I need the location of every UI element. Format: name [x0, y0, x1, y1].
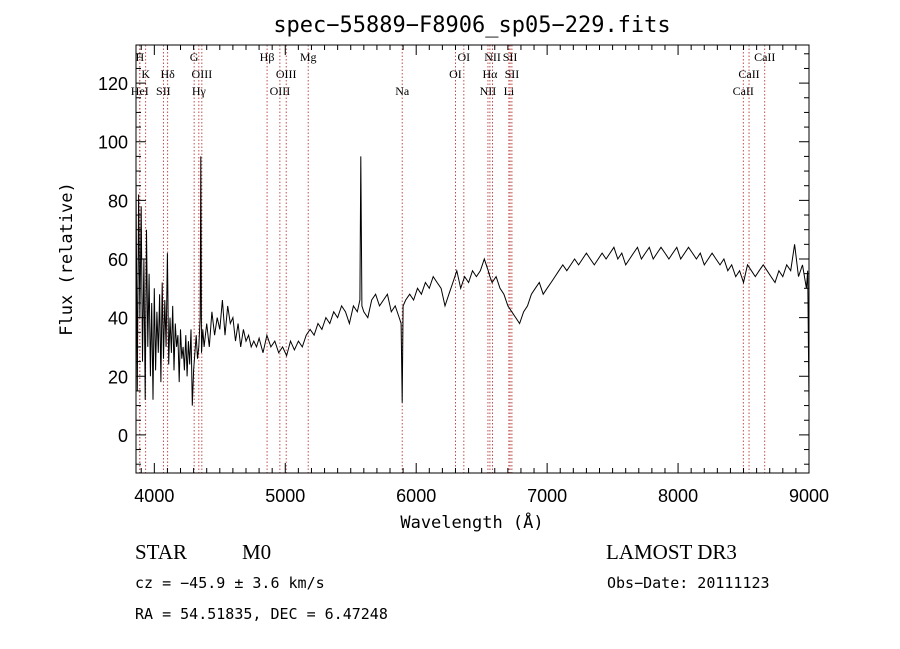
- spectral-line-label: OIII: [276, 67, 297, 81]
- x-tick-label: 9000: [789, 486, 829, 506]
- spectral-line-label: HeI: [131, 84, 149, 98]
- y-tick-label: 80: [108, 191, 128, 211]
- spectral-line-label: NII: [484, 50, 501, 64]
- spectrum-line: [135, 156, 810, 406]
- spectral-line-label: SII: [505, 67, 520, 81]
- spectral-line-label: SII: [156, 84, 171, 98]
- x-tick-label: 6000: [396, 486, 436, 506]
- y-axis-ticks: 0 20 40 60 80 100 120: [98, 53, 809, 465]
- spectral-line-label: Hα: [482, 67, 498, 81]
- y-tick-label: 60: [108, 250, 128, 270]
- spectral-line-label: OI: [458, 50, 471, 64]
- spectral-line-label: NII: [480, 84, 497, 98]
- y-tick-label: 0: [118, 426, 128, 446]
- spectral-line-label: Hβ: [260, 50, 275, 64]
- spectral-line-label: OIII: [270, 84, 291, 98]
- spectral-line-label: Hδ: [161, 67, 176, 81]
- x-tick-label: 8000: [658, 486, 698, 506]
- y-tick-label: 100: [98, 133, 128, 153]
- spectral-line-label: G: [190, 50, 199, 64]
- spectral-line-label: Mg: [300, 50, 317, 64]
- spectral-line-label: CaII: [754, 50, 775, 64]
- object-type: STAR: [135, 540, 187, 564]
- y-tick-label: 40: [108, 309, 128, 329]
- coordinates-readout: RA = 54.51835, DEC = 6.47248: [135, 605, 388, 623]
- observation-date: Obs−Date: 20111123: [607, 574, 770, 592]
- x-tick-label: 5000: [265, 486, 305, 506]
- spectral-line-label: Hγ: [192, 84, 207, 98]
- spectral-line-label: SII: [503, 50, 518, 64]
- y-axis-label: Flux (relative): [57, 182, 77, 336]
- spectral-line-label: CaII: [738, 67, 759, 81]
- spectral-line-label: H: [135, 50, 144, 64]
- x-tick-label: 7000: [527, 486, 567, 506]
- spectral-line-label: Na: [395, 84, 410, 98]
- y-tick-label: 20: [108, 367, 128, 387]
- survey-name: LAMOST DR3: [606, 540, 737, 564]
- x-axis-ticks: 4000 5000 6000 7000 8000 9000: [134, 45, 829, 506]
- spectral-line-label: CaII: [733, 84, 754, 98]
- spectral-line-label: Li: [504, 84, 515, 98]
- spectral-line-label: OIII: [192, 67, 213, 81]
- spectral-line-label: OI: [449, 67, 462, 81]
- spectral-line-label: K: [141, 67, 150, 81]
- redshift-readout: cz = −45.9 ± 3.6 km/s: [135, 574, 325, 592]
- spectral-subclass: M0: [242, 540, 271, 564]
- spectral-line-markers: [139, 45, 766, 473]
- y-tick-label: 120: [98, 74, 128, 94]
- x-axis-label: Wavelength (Å): [400, 511, 543, 533]
- x-tick-label: 4000: [134, 486, 174, 506]
- chart-title: spec−55889−F8906_sp05−229.fits: [273, 13, 670, 38]
